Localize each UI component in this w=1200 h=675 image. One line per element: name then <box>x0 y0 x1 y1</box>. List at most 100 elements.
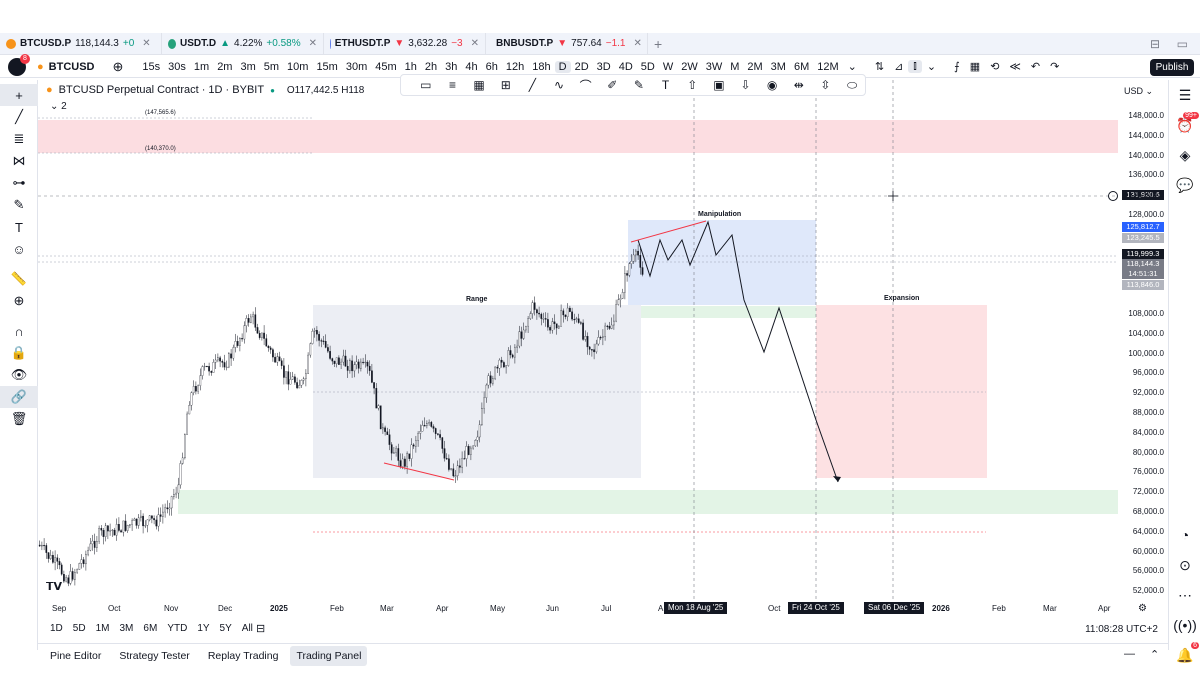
arrow-up-icon[interactable]: ⇧ <box>687 78 698 92</box>
minimize-icon[interactable]: — <box>1124 648 1135 660</box>
arrow-down-icon[interactable]: ⇩ <box>740 78 751 92</box>
watchlist-icon[interactable]: ☰ <box>1178 86 1192 103</box>
chat-icon[interactable]: 💬 <box>1176 176 1194 193</box>
interval-4D[interactable]: 4D <box>618 60 633 73</box>
pattern-icon[interactable]: ⋈ <box>12 153 26 168</box>
interval-15s[interactable]: 15s <box>142 60 161 73</box>
zoom-icon[interactable]: ⊕ <box>13 293 25 308</box>
range-6m[interactable]: 6M <box>143 623 158 634</box>
interval-30m[interactable]: 30m <box>345 60 368 73</box>
text-icon[interactable]: T <box>661 78 670 92</box>
price-scale[interactable]: 131,920.6 125,812.7 123,245.5 119,999.3 … <box>1118 80 1168 600</box>
interval-1h[interactable]: 1h <box>404 60 417 73</box>
interval-12h[interactable]: 12h <box>505 60 525 73</box>
tab-ethusdt[interactable]: ETHUSDT.P ▼ 3,632.28 −3 ✕ <box>324 32 486 55</box>
eye-icon[interactable]: 👁 <box>10 367 28 382</box>
range-5d[interactable]: 5D <box>72 623 86 634</box>
range-3m[interactable]: 3M <box>119 623 134 634</box>
avatar[interactable]: 8 <box>8 53 30 76</box>
publish-button[interactable]: Publish <box>1150 59 1194 76</box>
bottom-tab-trading-panel[interactable]: Trading Panel <box>290 645 368 666</box>
interval-2M[interactable]: 2M <box>747 60 763 73</box>
trendline-icon[interactable]: ╱ <box>15 109 23 124</box>
alerts-icon[interactable]: ⏰ 99+ <box>1176 112 1199 133</box>
fib-icon[interactable]: ≣ <box>13 131 25 146</box>
settings-icon[interactable]: ⚙ <box>1138 603 1147 614</box>
currency-selector[interactable]: USD ⌄ <box>1124 86 1154 96</box>
interval-1m[interactable]: 1m <box>193 60 210 73</box>
interval-2D[interactable]: 2D <box>574 60 589 73</box>
position-icon[interactable]: ⊞ <box>500 78 511 92</box>
trend-line-icon[interactable]: ╱ <box>528 78 536 92</box>
interval-M[interactable]: M <box>730 60 740 73</box>
link-icon[interactable]: 🔗 <box>0 386 38 408</box>
interval-D[interactable]: D <box>554 60 571 73</box>
highlighter-icon[interactable]: ✎ <box>633 78 644 92</box>
interval-10m[interactable]: 10m <box>287 60 309 73</box>
price-chart[interactable] <box>38 80 1168 618</box>
interval-W[interactable]: W <box>662 60 674 73</box>
grid-icon[interactable]: ⋯ <box>1178 586 1192 603</box>
range-5y[interactable]: 5Y <box>219 623 232 634</box>
close-icon[interactable]: ✕ <box>142 38 151 49</box>
interval-2h[interactable]: 2h <box>424 60 438 73</box>
prediction-icon[interactable]: ⊶ <box>12 175 26 190</box>
brush-icon[interactable]: ✎ <box>13 197 25 212</box>
alert-icon[interactable]: ⊿ <box>894 61 904 73</box>
interval-3D[interactable]: 3D <box>596 60 611 73</box>
time-scale[interactable]: Mon 18 Aug '25 Fri 24 Oct '25 Sat 06 Dec… <box>38 602 1118 616</box>
tab-btcusd[interactable]: BTCUSD.P 118,144.3 +0 ✕ <box>0 32 162 55</box>
interval-3m[interactable]: 3m <box>240 60 256 73</box>
price-range-icon[interactable]: ⇳ <box>820 78 831 92</box>
close-icon[interactable]: ✕ <box>633 38 642 49</box>
interval-12M[interactable]: 12M <box>817 60 839 73</box>
layout-icon[interactable]: ⊟ <box>1149 36 1160 51</box>
tab-usdt-d[interactable]: USDT.D ▲ 4.22% +0.58% ✕ <box>162 32 324 55</box>
interval-45m[interactable]: 45m <box>375 60 397 73</box>
indicators-icon[interactable]: ⨍ <box>954 61 960 73</box>
range-all[interactable]: All <box>241 623 253 634</box>
interval-5D[interactable]: 5D <box>640 60 655 73</box>
pin-icon[interactable]: ⊙ <box>1179 556 1191 573</box>
trash-icon[interactable]: 🗑 <box>10 411 28 426</box>
interval-15m[interactable]: 15m <box>316 60 338 73</box>
legend-title[interactable]: BTCUSD Perpetual Contract · 1D · BYBIT <box>58 84 265 96</box>
ellipse-icon[interactable]: ⬭ <box>846 77 858 92</box>
indicator-icon[interactable]: ⇅ <box>874 61 885 73</box>
calendar-icon[interactable]: ⊟ <box>256 623 266 635</box>
broadcast-icon[interactable]: ((•)) <box>1173 617 1197 633</box>
bottom-tab-pine-editor[interactable]: Pine Editor <box>50 649 102 662</box>
compare-icon[interactable]: ⊕ <box>112 58 124 74</box>
interval-3M[interactable]: 3M <box>770 60 786 73</box>
clock[interactable]: 11:08:28 UTC+2 <box>1085 624 1158 635</box>
crosshair-icon[interactable]: + <box>0 84 38 106</box>
magnet-icon[interactable]: ∩ <box>14 323 24 339</box>
indicator-toggle[interactable]: ⌄ 2 <box>50 101 67 112</box>
interval-4h[interactable]: 4h <box>465 60 478 73</box>
replay-icon[interactable]: ⟲ <box>990 61 1000 73</box>
close-icon[interactable]: ✕ <box>470 38 479 49</box>
notifications-icon[interactable]: 🔔 6 <box>1176 642 1199 663</box>
chevron-down-icon[interactable]: ⌄ <box>847 61 857 73</box>
interval-18h[interactable]: 18h <box>532 60 551 73</box>
interval-6M[interactable]: 6M <box>793 60 810 73</box>
rectangle-icon[interactable]: ▭ <box>420 78 432 92</box>
layouts-icon[interactable]: ▦ <box>969 61 981 73</box>
tab-bnbusdt[interactable]: BNBUSDT.P ▼ 757.64 −1.1 ✕ <box>486 32 648 55</box>
chevron-down-icon[interactable]: ⌄ <box>926 61 937 73</box>
interval-3W[interactable]: 3W <box>705 60 723 73</box>
path-icon[interactable]: ∿ <box>553 78 565 92</box>
bottom-tab-replay-trading[interactable]: Replay Trading <box>207 649 279 662</box>
gann-box-icon[interactable]: ▦ <box>473 78 485 92</box>
range-ytd[interactable]: YTD <box>167 623 188 634</box>
interval-2W[interactable]: 2W <box>681 60 698 73</box>
interval-3h[interactable]: 3h <box>445 60 458 73</box>
interval-5m[interactable]: 5m <box>263 60 280 73</box>
interval-6h[interactable]: 6h <box>485 60 498 73</box>
range-1m[interactable]: 1M <box>95 623 110 634</box>
speedometer-icon[interactable]: ◔ <box>1180 527 1190 543</box>
bottom-tab-strategy-tester[interactable]: Strategy Tester <box>119 649 190 662</box>
image-icon[interactable]: ▣ <box>713 78 725 92</box>
window-icon[interactable]: ▭ <box>1176 36 1188 51</box>
range-1d[interactable]: 1D <box>50 623 63 634</box>
